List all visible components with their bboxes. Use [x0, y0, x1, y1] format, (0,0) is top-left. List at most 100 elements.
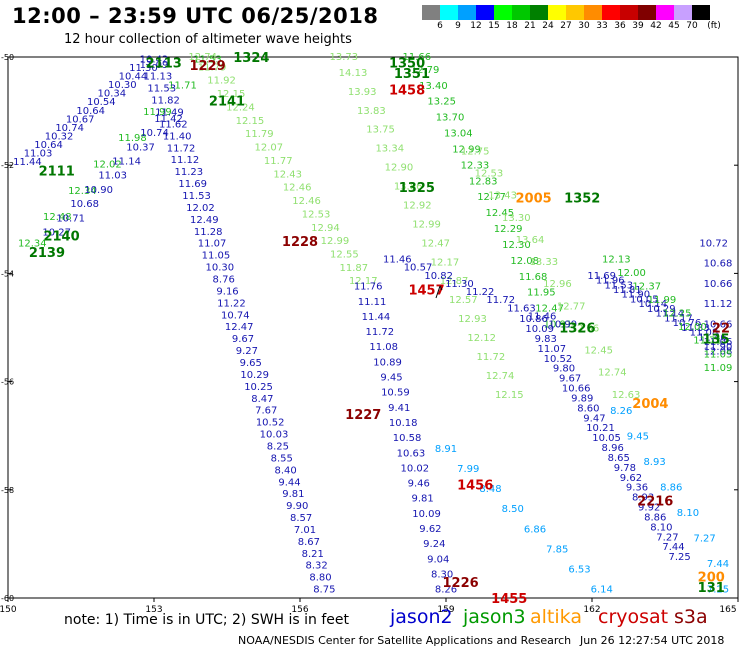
swh-value: 11.90	[704, 342, 733, 353]
swh-value: 12.45	[485, 208, 514, 219]
swh-value: 12.00	[678, 322, 707, 333]
swh-value: 11.95	[527, 288, 556, 299]
swh-value: 10.54	[87, 97, 116, 108]
swh-value: 11.44	[362, 312, 391, 323]
page-subtitle: 12 hour collection of altimeter wave hei…	[64, 32, 352, 47]
swh-value: 11.05	[704, 349, 733, 360]
swh-value: 9.62	[620, 473, 642, 484]
swh-value: 11.30	[445, 279, 474, 290]
swh-value: 11.46	[698, 332, 727, 343]
swh-value: 8.25	[267, 441, 289, 452]
swh-value: 10.67	[66, 114, 95, 125]
swh-value: 13.43	[488, 191, 517, 202]
pass-time-label: 2139	[29, 246, 65, 261]
swh-value: 9.45	[380, 373, 402, 384]
legend-label: 27	[560, 21, 572, 31]
swh-value: 11.33	[681, 323, 710, 334]
swh-value: 11.77	[264, 156, 293, 167]
swh-value: 10.99	[548, 320, 577, 331]
swh-value: 9.83	[535, 334, 557, 345]
lat-tick-label: -52	[1, 161, 14, 170]
swh-value: 11.71	[693, 336, 722, 347]
swh-value: 8.65	[608, 453, 630, 464]
pass-time-label: 1326	[559, 322, 595, 337]
legend-swatch	[584, 5, 602, 20]
swh-value: 12.47	[421, 238, 450, 249]
legend-label: 21	[524, 21, 536, 31]
swh-value: 11.98	[118, 133, 147, 144]
swh-value: 11.69	[178, 179, 207, 190]
swh-value: 13.70	[436, 113, 465, 124]
swh-value: 13.33	[529, 257, 558, 268]
swh-value: 13.73	[329, 52, 358, 63]
swh-value: 6.86	[524, 524, 546, 535]
swh-value: 11.03	[24, 149, 53, 160]
swh-value: 10.37	[126, 142, 155, 153]
swh-value: 11.72	[167, 143, 196, 154]
swh-value: 12.02	[186, 203, 215, 214]
swh-value: 12.46	[292, 196, 321, 207]
swh-value: 9.27	[236, 346, 258, 357]
swh-value: 12.83	[469, 176, 498, 187]
swh-value: 13.93	[348, 87, 377, 98]
swh-value: 12.74	[598, 368, 627, 379]
swh-value: 11.44	[13, 157, 42, 168]
pass-time-label: 2005	[516, 192, 552, 207]
swh-value: 8.91	[435, 444, 457, 455]
swh-value: 7.25	[668, 552, 690, 563]
swh-value: 11.22	[466, 287, 495, 298]
swh-value: 10.03	[260, 430, 289, 441]
swh-value: 13.25	[427, 97, 456, 108]
swh-value: 10.66	[562, 384, 591, 395]
swh-value: 9.67	[232, 334, 254, 345]
swh-value: 9.81	[282, 489, 304, 500]
swh-value: 11.46	[528, 311, 557, 322]
legend-label: 15	[488, 21, 500, 31]
swh-value: 8.86	[660, 483, 682, 494]
swh-value: 11.12	[171, 155, 200, 166]
footer-credit: NOAA/NESDIS Center for Satellite Applica…	[238, 634, 572, 647]
pass-time-label: 1325	[399, 181, 435, 196]
barb-icon	[435, 285, 443, 299]
swh-value: 12.15	[495, 390, 524, 401]
swh-value: 11.05	[202, 251, 231, 262]
swh-value: 10.30	[205, 263, 234, 274]
swh-value: 7.44	[662, 542, 684, 553]
swh-value: 12.93	[458, 314, 487, 325]
swh-value: 10.66	[704, 279, 733, 290]
pass-time-label: 135	[703, 332, 730, 347]
pass-time-label: 1457	[408, 284, 444, 299]
swh-value: 12.30	[502, 240, 531, 251]
swh-value: 9.80	[553, 364, 575, 375]
pass-time-label: 2141	[209, 94, 245, 109]
swh-value: 11.99	[648, 295, 677, 306]
swh-value: 12.46	[283, 183, 312, 194]
swh-value: 9.04	[427, 554, 449, 565]
swh-value: 9.81	[412, 494, 434, 505]
swh-value: 12.94	[311, 223, 340, 234]
swh-value: 11.72	[477, 352, 506, 363]
swh-value: 11.28	[194, 227, 223, 238]
lon-tick-label: 162	[583, 605, 600, 615]
swh-value: 11.08	[369, 342, 398, 353]
swh-value: 10.64	[76, 106, 105, 117]
swh-value: 10.29	[647, 304, 676, 315]
legend-swatch	[494, 5, 512, 20]
swh-value: 12.17	[349, 276, 378, 287]
swh-value: 8.75	[313, 585, 335, 596]
legend-label: 6	[437, 21, 443, 31]
legend-cryosat: cryosat	[598, 606, 669, 628]
legend-swatch	[566, 5, 584, 20]
swh-value: 9.92	[638, 503, 660, 514]
swh-value: 8.93	[632, 493, 654, 504]
swh-value: 11.68	[519, 272, 548, 283]
swh-value: 8.10	[650, 522, 672, 533]
swh-value: 10.72	[699, 238, 728, 249]
swh-value: 11.12	[704, 299, 733, 310]
swh-value: 12.29	[494, 224, 523, 235]
swh-value: 8.60	[577, 403, 599, 414]
swh-value: 11.09	[140, 60, 169, 71]
swh-value: 12.33	[461, 160, 490, 171]
swh-value: 12.45	[584, 346, 613, 357]
